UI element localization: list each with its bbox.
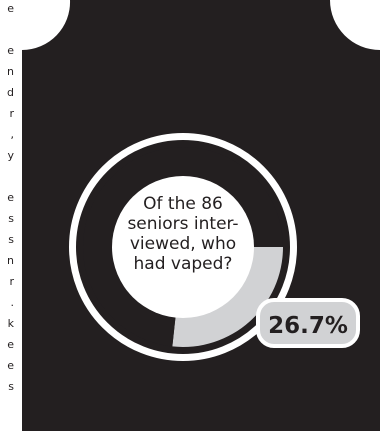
edge-text-char: e — [7, 359, 14, 372]
value-badge-box — [256, 298, 360, 348]
donut — [69, 133, 297, 361]
edge-text-char: s — [8, 380, 14, 393]
edge-text-char: , — [11, 128, 15, 141]
edge-text-char: k — [8, 317, 15, 330]
outer-ring — [69, 133, 297, 361]
edge-text-char: e — [7, 191, 14, 204]
pie-slice-vaped — [172, 247, 283, 347]
question-line: Of the 86 — [143, 194, 223, 214]
edge-text-char: e — [7, 44, 14, 57]
edge-text-char: e — [7, 2, 14, 15]
edge-text-char: r — [9, 275, 14, 288]
edge-text-char: y — [7, 149, 14, 162]
centre-disc — [112, 176, 254, 318]
edge-text-char: r — [9, 107, 14, 120]
edge-text-char: s — [8, 212, 14, 225]
question-line: had vaped? — [134, 254, 233, 274]
edge-text-char: . — [11, 296, 15, 309]
question-line: seniors inter- — [127, 214, 238, 234]
edge-text-char: n — [7, 254, 14, 267]
value-label: 26.7% — [268, 313, 348, 339]
edge-text-char: n — [7, 65, 14, 78]
edge-text-char: s — [8, 233, 14, 246]
value-badge: 26.7% — [256, 298, 360, 348]
edge-text-char: d — [7, 86, 14, 99]
question-line: viewed, who — [130, 234, 236, 254]
edge-text-char: e — [7, 338, 14, 351]
